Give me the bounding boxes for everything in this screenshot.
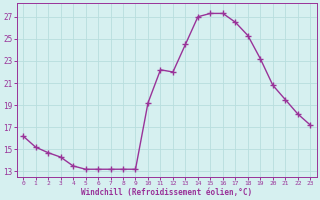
X-axis label: Windchill (Refroidissement éolien,°C): Windchill (Refroidissement éolien,°C)	[81, 188, 252, 197]
